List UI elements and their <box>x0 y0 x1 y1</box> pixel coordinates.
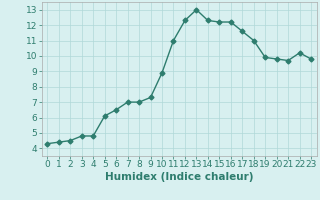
X-axis label: Humidex (Indice chaleur): Humidex (Indice chaleur) <box>105 172 253 182</box>
